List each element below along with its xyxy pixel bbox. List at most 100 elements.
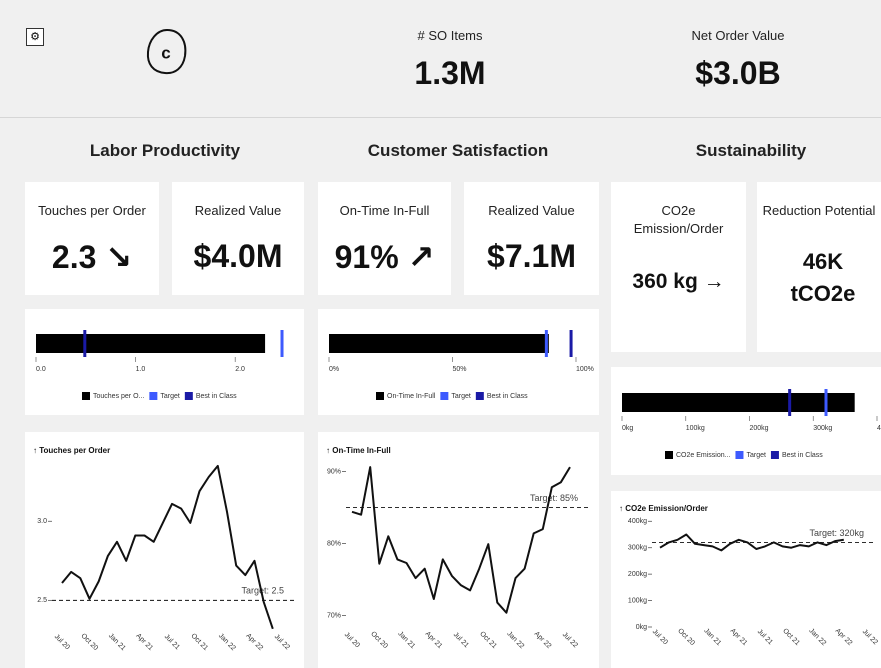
legend-swatch [475, 392, 484, 400]
chart-title: ↑ CO2e Emission/Order [619, 504, 708, 513]
settings-button[interactable]: ⚙ [26, 28, 44, 46]
x-tick-label: Apr 21 [424, 630, 444, 650]
legend-swatch [376, 392, 384, 400]
x-tick-label: Jan 21 [702, 627, 722, 647]
kpi-label: Realized Value [194, 203, 282, 218]
chart-title: ↑ Touches per Order [33, 446, 110, 455]
svg-text:c: c [161, 43, 170, 62]
kpi-tile: Reduction Potential 46K tCO2e [757, 182, 881, 352]
line-series [659, 533, 844, 552]
kpi-value: $7.1M [487, 238, 576, 274]
target-label: Target: 320kg [809, 528, 864, 538]
x-tick-label: Jul 21 [756, 628, 774, 646]
x-tick-label: 100% [576, 366, 594, 373]
x-tick-label: Apr 22 [244, 632, 264, 652]
target-label: Target: 85% [530, 493, 578, 503]
kpi-tile: On-Time In-Full 91% ↗ [318, 182, 451, 295]
kpi: Net Order Value $3.0B [618, 0, 858, 117]
x-tick-label: 0% [329, 366, 339, 373]
legend-label: CO2e Emission... [676, 452, 731, 459]
y-tick-label: 2.5 [37, 597, 47, 604]
x-tick-label: Oct 21 [189, 632, 209, 652]
bullet-tile [318, 309, 599, 415]
x-tick-label: Oct 21 [478, 630, 498, 650]
line-series [61, 464, 274, 630]
kpi-label: # SO Items [417, 28, 483, 43]
legend-swatch [735, 451, 744, 459]
bullet-tile [25, 309, 304, 415]
x-tick-label: Oct 20 [676, 627, 696, 647]
chart-title: ↑ On-Time In-Full [326, 446, 391, 455]
best-marker [788, 389, 792, 416]
x-tick-label: Apr 22 [533, 630, 553, 650]
x-tick-label: Jul 20 [53, 633, 71, 651]
x-tick-label: Jan 21 [396, 630, 416, 650]
x-tick-label: Jul 20 [651, 628, 669, 646]
x-tick-label: Oct 21 [781, 627, 801, 647]
kpi-value: 46K tCO2e [790, 249, 856, 306]
section-title: Sustainability [695, 141, 807, 160]
x-tick-label: 400kg [877, 425, 881, 432]
legend-label: Touches per O... [93, 393, 144, 400]
best-marker [83, 330, 87, 357]
y-tick-label: 400kg [628, 518, 647, 525]
x-tick-label: 300kg [813, 425, 832, 432]
kpi-label: Realized Value [488, 203, 575, 218]
y-tick-label: 300kg [628, 545, 647, 552]
x-tick-label: Oct 20 [369, 630, 389, 650]
x-tick-label: Jul 22 [561, 631, 579, 649]
legend-label: Target [160, 393, 180, 400]
x-tick-label: Apr 21 [134, 632, 154, 652]
y-tick-label: 80% [327, 540, 341, 547]
x-tick-label: Jan 22 [217, 632, 237, 652]
x-tick-label: Jan 21 [107, 632, 127, 652]
target-marker [544, 330, 548, 357]
kpi-label: On-Time In-Full [339, 203, 430, 218]
x-tick-label: Jan 22 [505, 630, 525, 650]
kpi-value: $4.0M [193, 238, 283, 274]
y-tick-label: 3.0 [37, 518, 47, 525]
x-tick-label: Jul 20 [343, 631, 361, 649]
target-marker [824, 389, 828, 416]
bullet-bar [622, 393, 855, 412]
legend-swatch [184, 392, 193, 400]
line-series [351, 466, 571, 614]
y-tick-label: 0kg [636, 624, 647, 631]
section-title: Labor Productivity [89, 141, 241, 160]
kpi-tile: Realized Value $4.0M [172, 182, 304, 295]
y-tick-label: 70% [327, 612, 341, 619]
x-tick-label: 0.0 [36, 366, 46, 373]
kpi-value: 1.3M [414, 55, 486, 91]
x-tick-label: 0kg [622, 425, 633, 432]
legend-swatch [82, 392, 90, 400]
kpi-value: 91% ↗ [334, 239, 435, 275]
kpi-label: Reduction Potential [762, 203, 876, 218]
legend-label: Best in Class [487, 393, 528, 400]
bullet-bar [36, 334, 266, 353]
kpi-tile: Touches per Order 2.3 ↘ [25, 182, 159, 295]
kpi-value: $3.0B [695, 55, 781, 91]
x-tick-label: Oct 20 [79, 632, 99, 652]
legend-label: Best in Class [196, 393, 237, 400]
legend-swatch [440, 392, 449, 400]
kpi-value: 360 kg → [632, 270, 725, 293]
kpi-value: 2.3 ↘ [51, 239, 133, 275]
x-tick-label: Jul 21 [452, 631, 470, 649]
legend-label: Target [451, 393, 471, 400]
x-tick-label: 100kg [686, 425, 705, 432]
x-tick-label: 50% [453, 366, 467, 373]
x-tick-label: Jul 22 [861, 628, 879, 646]
bullet-tile [611, 367, 881, 475]
logo: c [146, 28, 187, 75]
y-tick-label: 100kg [628, 597, 647, 604]
kpi: # SO Items 1.3M [330, 0, 570, 117]
y-tick-label: 200kg [628, 571, 647, 578]
legend-label: Target [746, 452, 766, 459]
x-tick-label: Apr 21 [729, 627, 749, 647]
x-tick-label: 2.0 [235, 366, 245, 373]
legend-swatch [770, 451, 779, 459]
line-tile [611, 491, 881, 668]
kpi-label: Touches per Order [38, 203, 146, 218]
